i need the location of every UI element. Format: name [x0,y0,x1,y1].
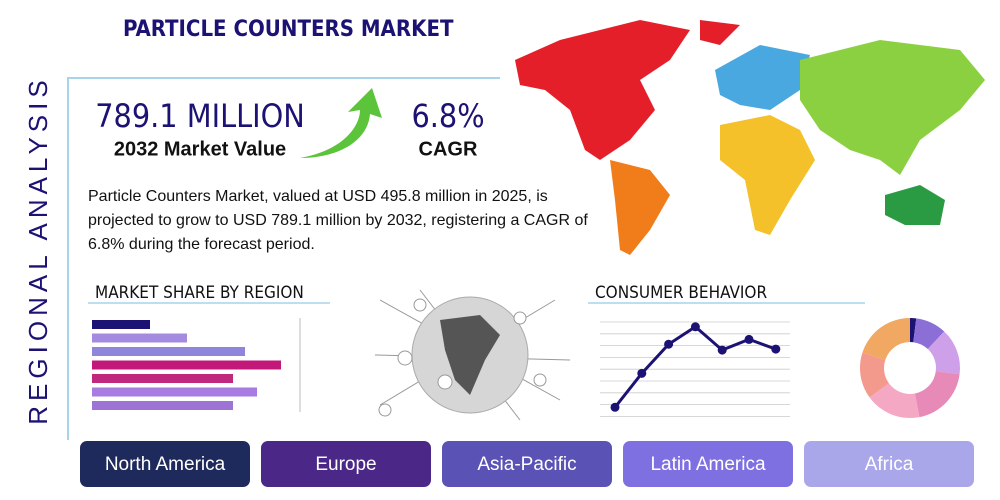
region-label[interactable]: North America [105,454,226,475]
region-tab[interactable] [804,441,974,487]
region-tab[interactable] [80,441,250,487]
point [610,402,620,412]
region-tab[interactable] [442,441,612,487]
donut-segment [869,383,920,418]
description: Particle Counters Market, valued at USD … [88,188,588,253]
region-label[interactable]: Asia-Pacific [477,454,576,475]
description-box: Particle Counters Market, valued at USD … [88,188,588,253]
title: PARTICLE COUNTERS MARKET [123,17,454,42]
region-tab[interactable] [261,441,431,487]
stat-label: CAGR [419,138,478,160]
bar [92,320,150,329]
region-tabs: North America Europe Asia-Pacific Latin Ame… [80,441,974,487]
frame [67,77,500,440]
stat-value: 789.1 MILLION [95,97,305,135]
stat-value: 6.8% [411,97,484,135]
bar [92,401,233,410]
charts [92,318,960,418]
donut-segment [862,318,910,360]
region-tab[interactable] [623,441,793,487]
section-title: MARKET SHARE BY REGION [95,283,304,303]
section-title: CONSUMER BEHAVIOR [595,283,767,303]
donut-segment [927,331,960,375]
bar [92,387,257,397]
point [690,322,700,332]
bar [92,374,233,383]
point [771,344,781,354]
bar [92,347,245,356]
donut-segment [860,352,889,398]
donut-segment [910,318,917,343]
region-label[interactable]: Latin America [650,454,766,475]
bar [92,333,187,343]
side-label: REGIONAL ANALYSIS [23,75,53,424]
growth-arrow [300,88,382,158]
point [637,368,647,378]
region-label[interactable]: Africa [865,454,914,475]
globe [374,289,571,421]
point [744,334,754,344]
region-label[interactable]: Europe [315,454,376,475]
bar [92,360,281,370]
point [717,345,727,355]
stat-label: 2032 Market Value [114,138,286,160]
donut-segment [913,318,945,350]
point [664,339,674,349]
world-map [515,20,985,255]
donut-segment [914,371,960,418]
